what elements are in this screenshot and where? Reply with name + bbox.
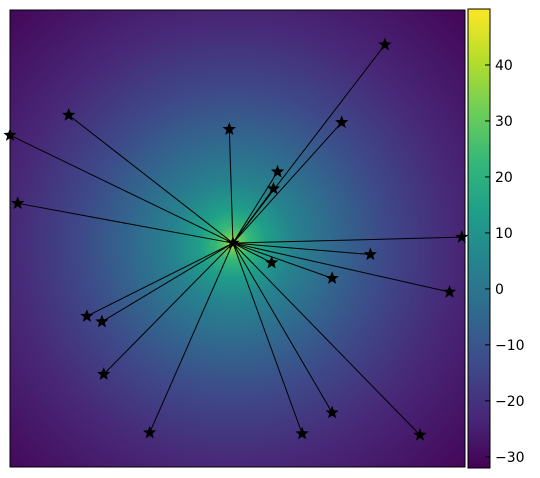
edge-line-12 bbox=[232, 242, 333, 279]
edge-line-16 bbox=[103, 242, 234, 375]
edge-line-13 bbox=[232, 242, 450, 293]
edge-line-14 bbox=[86, 242, 234, 317]
colorbar-tick-label-2: −20 bbox=[495, 394, 525, 410]
point-markers bbox=[3, 37, 469, 441]
edge-line-3 bbox=[9, 134, 234, 244]
point-marker-5 bbox=[335, 115, 349, 129]
colorbar-ticks: −30 −20 −10 0 10 20 30 40 bbox=[485, 58, 525, 466]
point-marker-1 bbox=[378, 37, 392, 51]
edge-line-7 bbox=[232, 188, 274, 244]
colorbar-tick-label-8: 40 bbox=[495, 58, 513, 74]
edge-line-18 bbox=[149, 242, 234, 433]
colorbar-tick-label-1: −30 bbox=[495, 450, 525, 466]
edge-line-2 bbox=[68, 114, 234, 244]
edge-line-8 bbox=[17, 202, 234, 244]
colorbar-tick-label-7: 30 bbox=[495, 114, 513, 130]
edge-line-1 bbox=[232, 44, 386, 244]
edge-line-4 bbox=[228, 129, 234, 244]
point-marker-11 bbox=[264, 255, 279, 269]
point-marker-13 bbox=[442, 284, 457, 298]
edge-line-20 bbox=[232, 242, 421, 436]
edge-line-11 bbox=[232, 242, 272, 264]
point-marker-9 bbox=[455, 230, 469, 243]
edge-line-15 bbox=[101, 242, 234, 323]
point-marker-20 bbox=[413, 428, 427, 441]
edge-line-5 bbox=[232, 122, 343, 244]
heatmap-axes bbox=[3, 9, 469, 468]
point-marker-4 bbox=[222, 122, 236, 135]
point-marker-15 bbox=[95, 314, 109, 328]
point-marker-6 bbox=[270, 164, 285, 178]
edge-line-9 bbox=[232, 236, 462, 244]
edge-lines bbox=[9, 44, 462, 436]
point-marker-12 bbox=[325, 271, 339, 284]
edge-line-17 bbox=[232, 242, 333, 413]
point-marker-10 bbox=[363, 247, 378, 261]
point-marker-14 bbox=[80, 309, 94, 322]
center-marker bbox=[226, 236, 240, 249]
point-marker-7 bbox=[266, 181, 281, 195]
point-marker-17 bbox=[325, 405, 339, 419]
edge-line-19 bbox=[232, 242, 303, 434]
colorbar-tick-label-6: 20 bbox=[495, 170, 513, 186]
colorbar-fill bbox=[468, 9, 490, 468]
point-marker-8 bbox=[11, 196, 25, 209]
colorbar-tick-label-5: 10 bbox=[495, 226, 513, 242]
point-marker-16 bbox=[97, 367, 111, 380]
edge-line-6 bbox=[232, 171, 278, 244]
point-marker-19 bbox=[295, 426, 309, 440]
point-marker-18 bbox=[143, 425, 157, 439]
colorbar: −30 −20 −10 0 10 20 30 40 bbox=[467, 8, 525, 469]
point-marker-2 bbox=[62, 108, 76, 121]
colorbar-frame bbox=[467, 8, 491, 469]
heatmap-frame bbox=[9, 9, 466, 468]
edge-line-10 bbox=[232, 242, 371, 255]
colorbar-tick-label-3: −10 bbox=[495, 338, 525, 354]
colorbar-tick-label-4: 0 bbox=[495, 282, 504, 298]
